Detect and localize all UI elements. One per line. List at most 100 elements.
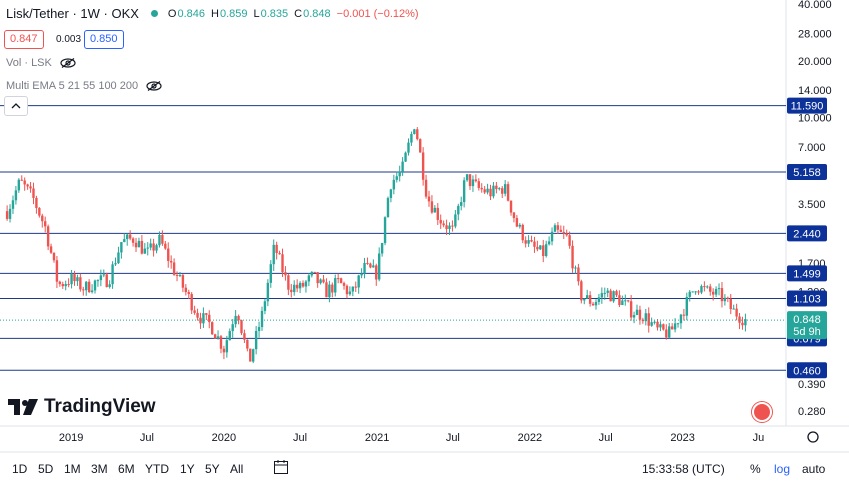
candle-body <box>421 152 425 180</box>
candle-body <box>480 187 483 190</box>
candle-body <box>615 291 618 296</box>
candle-body <box>512 212 516 219</box>
candle-body <box>515 218 519 227</box>
candle-body <box>486 188 489 193</box>
symbol-title[interactable]: Lisk/Tether · 1W · OKX <box>6 6 139 21</box>
candle-body <box>96 280 100 282</box>
ohlc-high: 0.859 <box>219 7 248 20</box>
candle-body <box>93 280 97 291</box>
candle-body <box>348 291 352 295</box>
candle-body <box>354 286 357 288</box>
candle-body <box>597 297 601 302</box>
hidden-eye-icon[interactable] <box>60 58 76 68</box>
candle-body <box>503 184 507 194</box>
candle-body <box>281 254 284 273</box>
time-tick-label: Ju <box>753 432 765 444</box>
auto-toggle[interactable]: auto <box>802 462 826 476</box>
candle-body <box>741 322 744 326</box>
candle-body <box>700 286 703 293</box>
price-tick-label: 0.390 <box>798 379 826 391</box>
candle-body <box>691 291 694 293</box>
candle-body <box>627 300 630 302</box>
candle-body <box>542 245 545 257</box>
collapse-legend-button[interactable] <box>4 96 28 116</box>
candle-body <box>26 184 29 187</box>
candle-body <box>260 310 264 328</box>
candle-body <box>342 283 346 286</box>
ohlc-open: 0.846 <box>177 7 206 20</box>
candle-body <box>46 226 50 247</box>
candle-body <box>430 201 434 213</box>
date-range-icon[interactable] <box>273 459 289 478</box>
candle-body <box>228 331 231 341</box>
candle-body <box>20 179 23 181</box>
candle-body <box>131 238 135 243</box>
candle-body <box>5 211 9 219</box>
candle-body <box>559 229 563 232</box>
range-5d[interactable]: 5D <box>38 462 54 476</box>
log-toggle[interactable]: log <box>774 462 791 476</box>
candle-body <box>424 179 428 197</box>
utc-clock[interactable]: 15:33:58 (UTC) <box>642 462 725 476</box>
candle-body <box>190 294 193 311</box>
candle-body <box>284 272 287 276</box>
candle-body <box>17 179 21 191</box>
candle-body <box>85 281 88 291</box>
candle-body <box>11 200 15 209</box>
candle-body <box>44 221 47 227</box>
region-flag-icon[interactable] <box>752 402 772 422</box>
range-all[interactable]: All <box>230 462 244 476</box>
ohlc-low: 0.835 <box>260 7 289 20</box>
candle-body <box>357 275 360 288</box>
tradingview-logo[interactable]: TradingView <box>8 396 156 418</box>
range-ytd[interactable]: YTD <box>145 462 169 476</box>
buy-button[interactable]: 0.850 <box>84 30 124 49</box>
candle-body <box>720 288 724 302</box>
settings-gear-icon[interactable] <box>807 431 819 443</box>
candle-body <box>580 281 583 301</box>
candle-body <box>398 171 401 177</box>
percent-toggle[interactable]: % <box>750 462 761 476</box>
range-1m[interactable]: 1M <box>64 462 81 476</box>
candle-body <box>102 274 105 276</box>
candle-body <box>41 215 44 222</box>
range-6m[interactable]: 6M <box>118 462 135 476</box>
candle-body <box>38 208 41 216</box>
level-price-label: 2.440 <box>793 228 821 240</box>
candle-body <box>665 329 668 338</box>
candle-body <box>161 234 164 244</box>
range-1y[interactable]: 1Y <box>180 462 195 476</box>
candle-body <box>389 189 393 199</box>
candle-body <box>70 274 73 285</box>
candle-body <box>735 308 738 317</box>
ohlc-close: 0.848 <box>303 7 331 20</box>
candle-body <box>164 243 167 249</box>
range-3m[interactable]: 3M <box>91 462 108 476</box>
candle-body <box>462 180 466 203</box>
candle-body <box>544 244 548 257</box>
candle-body <box>298 282 302 289</box>
range-1d[interactable]: 1D <box>12 462 28 476</box>
candle-body <box>181 275 185 288</box>
candle-body <box>474 179 478 182</box>
indicator-volume[interactable]: Vol · LSK <box>6 57 76 69</box>
time-tick-label: 2023 <box>670 432 694 444</box>
candle-body <box>178 275 182 277</box>
candle-body <box>635 309 639 316</box>
candle-body <box>243 333 246 340</box>
candle-body <box>73 274 76 282</box>
sell-button[interactable]: 0.847 <box>4 30 44 49</box>
hidden-eye-icon[interactable] <box>146 81 162 91</box>
indicator-ema[interactable]: Multi EMA 5 21 55 100 200 <box>6 80 162 92</box>
level-price-label: 1.103 <box>793 294 821 306</box>
time-tick-label: Jul <box>140 432 154 444</box>
bottom-toolbar: 1D 5D 1M 3M 6M YTD 1Y 5Y All 15:33:58 (U… <box>0 453 849 489</box>
candle-body <box>252 349 255 362</box>
candle-body <box>76 277 79 282</box>
candle-body <box>52 252 56 261</box>
time-tick-label: Jul <box>599 432 613 444</box>
candle-body <box>254 330 258 350</box>
level-price-label: 0.460 <box>793 365 821 377</box>
range-5y[interactable]: 5Y <box>205 462 220 476</box>
